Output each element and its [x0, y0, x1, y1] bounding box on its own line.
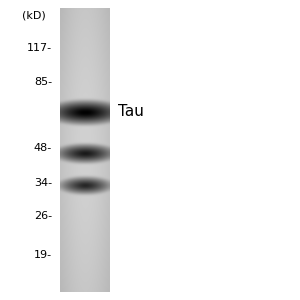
Text: (kD): (kD) [22, 10, 46, 20]
Text: 34-: 34- [34, 178, 52, 188]
Text: 19-: 19- [34, 250, 52, 260]
Text: 26-: 26- [34, 211, 52, 221]
Text: 85-: 85- [34, 77, 52, 87]
Text: Tau: Tau [118, 104, 144, 119]
Text: 48-: 48- [34, 143, 52, 153]
Text: 117-: 117- [27, 43, 52, 53]
